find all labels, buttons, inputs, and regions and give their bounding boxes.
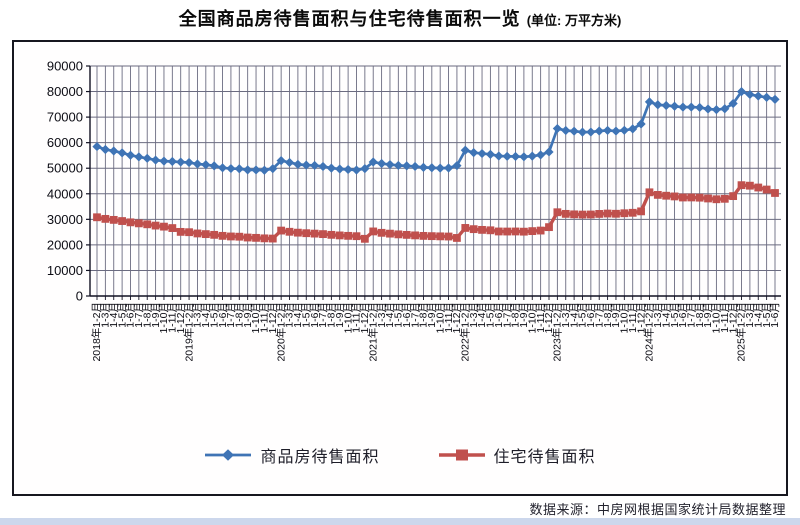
bottom-strip [0,518,800,525]
legend-item-residential: 住宅待售面积 [438,443,596,467]
data-source: 数据来源：中房网根据国家统计局数据整理 [529,502,786,517]
chart-frame [12,40,788,496]
series2-line-square-icon [438,449,485,461]
legend-label-residential: 住宅待售面积 [493,449,596,466]
title-main-text: 全国商品房待售面积与住宅待售面积一览 [178,9,521,29]
legend-item-commercial: 商品房待售面积 [204,443,379,467]
series1-line-diamond-icon [205,449,252,461]
chart-legend: 商品房待售面积 住宅待售面积 [0,443,800,467]
title-unit-text: (单位: 万平方米) [526,13,622,28]
chart-title: 全国商品房待售面积与住宅待售面积一览 (单位: 万平方米) [0,5,800,31]
legend-label-commercial: 商品房待售面积 [260,449,380,466]
